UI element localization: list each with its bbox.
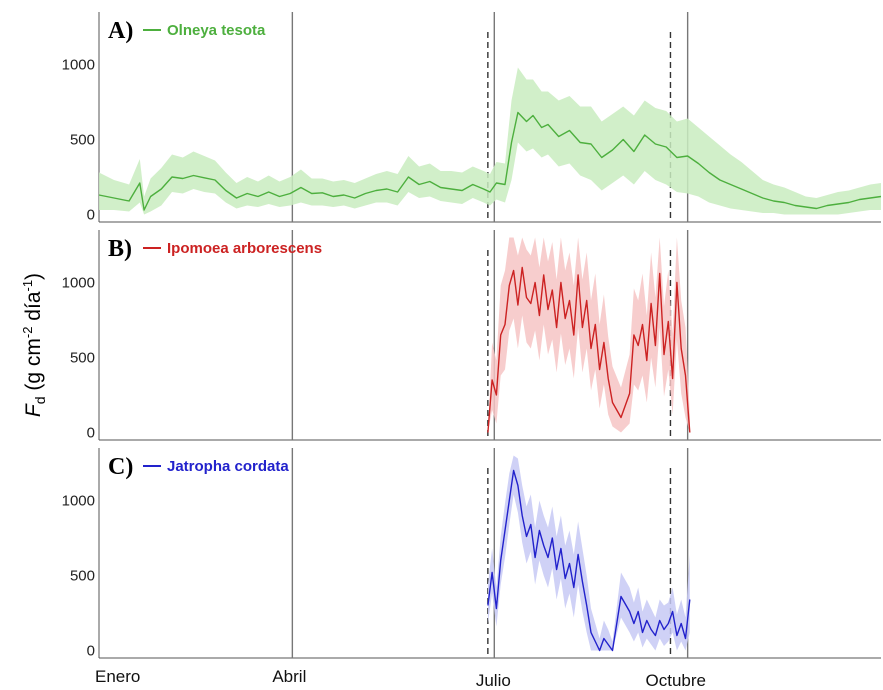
x-tick-label: Julio	[476, 671, 511, 690]
panels: 0 500 1000 A) Olneya tesota 0 500 1000 B) Ipomoea…	[62, 12, 882, 660]
y-tick-label: 500	[70, 132, 95, 149]
panel-letter: A)	[108, 18, 133, 44]
y-axis-close: )	[22, 273, 45, 280]
confidence-band	[487, 455, 690, 651]
y-axis-exp2: -1	[20, 280, 35, 292]
panel-0: 0 500 1000 A) Olneya tesota	[62, 12, 882, 224]
y-tick-label: 500	[70, 568, 95, 585]
confidence-band	[99, 67, 881, 215]
series-line	[487, 266, 691, 433]
y-tick-label: 0	[87, 425, 95, 442]
x-tick-label: Abril	[272, 667, 306, 686]
panel-letter: B)	[108, 236, 132, 262]
y-axis-mid: día	[22, 291, 45, 326]
panel-2: 0 500 1000 C) Jatropha cordata	[62, 448, 881, 660]
x-tick-label: Enero	[95, 667, 140, 686]
y-tick-label: 0	[87, 643, 95, 660]
confidence-band	[487, 237, 690, 433]
x-tick-label: Octubre	[646, 671, 706, 690]
species-label: Ipomoea arborescens	[167, 240, 322, 257]
y-tick-label: 500	[70, 350, 95, 367]
y-axis-units: (g cm	[22, 338, 45, 391]
y-axis-exp1: -2	[20, 327, 35, 339]
y-tick-label: 0	[87, 207, 95, 224]
y-axis-symbol-sub: d	[32, 396, 48, 404]
y-axis-label: Fd (g cm-2 día-1)	[20, 273, 48, 417]
series-line	[487, 469, 691, 652]
y-tick-label: 1000	[62, 57, 95, 74]
species-label: Olneya tesota	[167, 22, 266, 39]
x-axis-labels: Enero Abril Julio Octubre	[95, 667, 706, 690]
panel-letter: C)	[108, 454, 133, 480]
series-line	[98, 111, 882, 211]
y-tick-label: 1000	[62, 275, 95, 292]
panel-1: 0 500 1000 B) Ipomoea arborescens	[62, 230, 881, 442]
species-label: Jatropha cordata	[167, 458, 289, 475]
y-tick-label: 1000	[62, 493, 95, 510]
y-axis-symbol: F	[22, 403, 45, 417]
